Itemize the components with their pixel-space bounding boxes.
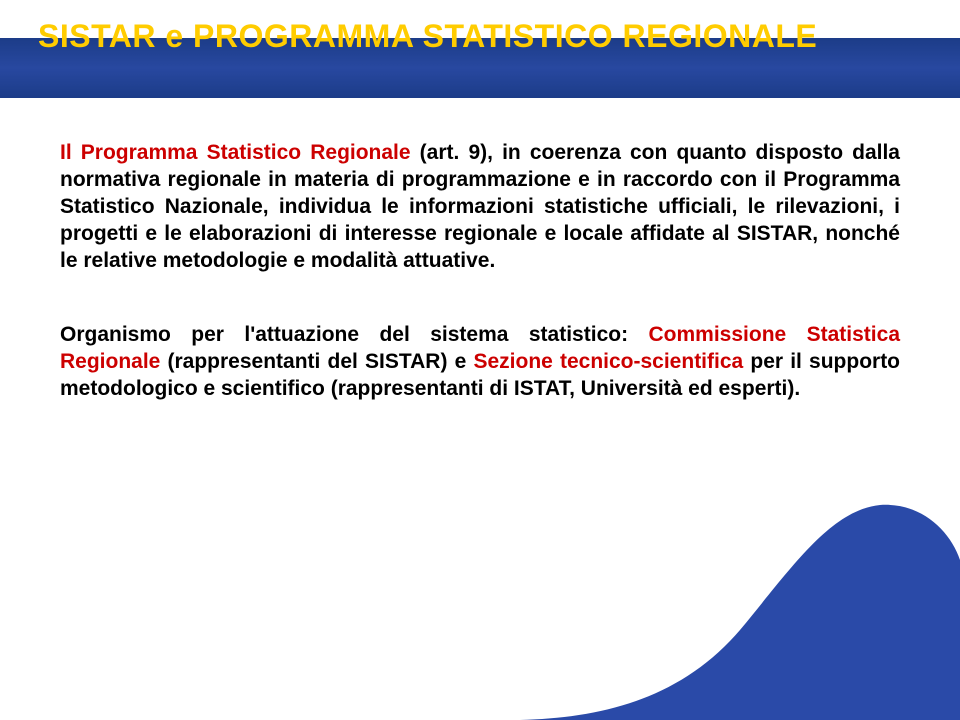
paragraph-2: Organismo per l'attuazione del sistema s… (60, 322, 900, 403)
paragraph-2-text-0: Organismo per l'attuazione del sistema s… (60, 323, 649, 346)
paragraph-1: Il Programma Statistico Regionale (art. … (60, 140, 900, 274)
background-shape (480, 500, 960, 720)
paragraph-2-highlight-2: Sezione tecnico-scientifica (473, 350, 743, 373)
content-area: Il Programma Statistico Regionale (art. … (60, 140, 900, 403)
paragraph-2-text-2: (rappresentanti del SISTAR) e (160, 350, 473, 373)
paragraph-1-lead: Il Programma Statistico Regionale (60, 141, 411, 164)
slide-title: SISTAR e PROGRAMMA STATISTICO REGIONALE (38, 18, 817, 55)
bell-curve-path (480, 505, 960, 720)
